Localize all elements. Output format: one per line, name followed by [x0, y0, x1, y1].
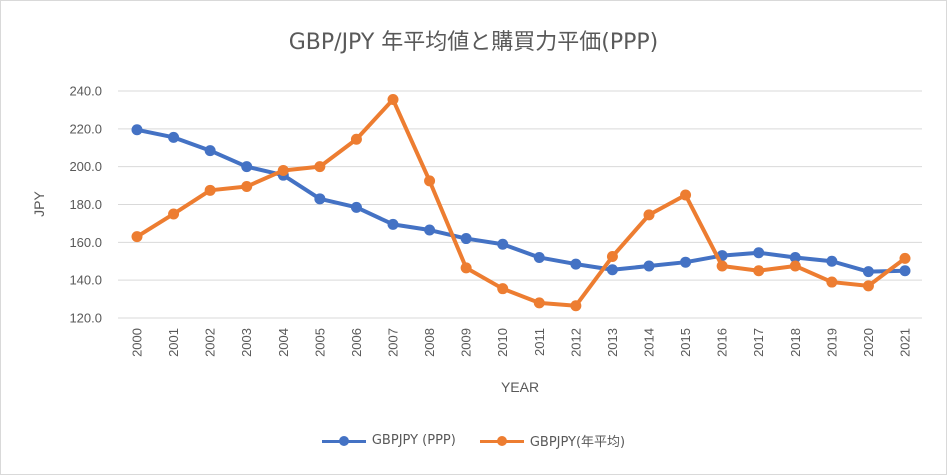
data-point[interactable]	[570, 300, 582, 312]
y-axis-label: JPY	[31, 191, 47, 217]
y-tick-label: 240.0	[69, 84, 102, 99]
series-annual	[131, 94, 911, 312]
data-point[interactable]	[497, 283, 509, 295]
x-tick-label: 2014	[642, 328, 657, 357]
x-tick-label: 2020	[861, 328, 876, 357]
x-tick-label: 2021	[898, 328, 913, 357]
legend-swatch-ppp	[321, 435, 366, 447]
data-point[interactable]	[899, 265, 911, 277]
data-point[interactable]	[606, 251, 618, 263]
x-tick-label: 2013	[605, 328, 620, 357]
x-tick-label: 2016	[715, 328, 730, 357]
data-point[interactable]	[387, 218, 399, 230]
x-tick-label: 2017	[751, 328, 766, 357]
data-point[interactable]	[387, 94, 399, 106]
data-point[interactable]	[241, 181, 253, 193]
x-tick-label: 2010	[495, 328, 510, 357]
data-point[interactable]	[680, 189, 692, 201]
x-tick-label: 2004	[276, 328, 291, 357]
y-tick-label: 120.0	[69, 311, 102, 326]
data-point[interactable]	[460, 233, 472, 245]
data-point[interactable]	[241, 161, 253, 173]
x-tick-label: 2001	[166, 328, 181, 357]
x-tick-label: 2008	[422, 328, 437, 357]
data-point[interactable]	[314, 193, 326, 205]
data-point[interactable]	[862, 280, 874, 292]
x-tick-label: 2012	[568, 328, 583, 357]
data-point[interactable]	[643, 209, 655, 221]
x-tick-label: 2018	[788, 328, 803, 357]
x-tick-label: 2005	[312, 328, 327, 357]
data-point[interactable]	[314, 161, 326, 173]
data-point[interactable]	[168, 131, 180, 143]
y-tick-label: 200.0	[69, 159, 102, 174]
y-tick-label: 220.0	[69, 121, 102, 136]
x-tick-label: 2002	[203, 328, 218, 357]
x-tick-label: 2019	[824, 328, 839, 357]
y-tick-label: 180.0	[69, 197, 102, 212]
y-tick-label: 140.0	[69, 273, 102, 288]
data-point[interactable]	[424, 224, 436, 236]
data-point[interactable]	[497, 238, 509, 250]
data-point[interactable]	[460, 262, 472, 274]
series-line	[135, 97, 907, 308]
series-group	[131, 94, 911, 312]
data-point[interactable]	[899, 252, 911, 264]
data-point[interactable]	[606, 264, 618, 276]
data-point[interactable]	[680, 256, 692, 268]
legend-label-ppp: GBPJPY (PPP)	[371, 433, 456, 448]
data-point[interactable]	[753, 265, 765, 277]
data-point[interactable]	[131, 231, 143, 243]
x-tick-labels: 2000 2001 2002 2003 2004 2005 2006 2007 2008 2009…	[130, 328, 913, 357]
x-axis-label: YEAR	[501, 379, 539, 395]
x-tick-label: 2007	[386, 328, 401, 357]
chart-title: GBP/JPY 年平均値と購買力平価(PPP)	[288, 30, 659, 55]
grid-lines	[118, 90, 922, 319]
data-point[interactable]	[643, 260, 655, 272]
x-tick-label: 2006	[349, 328, 364, 357]
legend-label-annual: GBPJPY(年平均)	[529, 435, 626, 450]
x-tick-label: 2011	[532, 328, 547, 356]
data-point[interactable]	[350, 201, 362, 213]
series-line	[135, 127, 907, 274]
y-tick-label: 160.0	[69, 235, 102, 250]
x-tick-label: 2015	[678, 328, 693, 357]
legend-item-annual[interactable]: GBPJPY(年平均)	[479, 431, 626, 450]
x-tick-label: 2000	[130, 328, 145, 357]
data-point[interactable]	[277, 164, 289, 176]
data-point[interactable]	[204, 145, 216, 157]
data-point[interactable]	[716, 260, 728, 272]
data-point[interactable]	[131, 124, 143, 136]
legend: GBPJPY (PPP) GBPJPY(年平均)	[0, 431, 947, 450]
data-point[interactable]	[753, 247, 765, 259]
x-tick-label: 2003	[239, 328, 254, 357]
data-point[interactable]	[350, 133, 362, 145]
data-point[interactable]	[204, 184, 216, 196]
x-tick-label: 2009	[459, 328, 474, 357]
series-ppp	[131, 124, 911, 278]
data-point[interactable]	[168, 208, 180, 220]
legend-item-ppp[interactable]: GBPJPY (PPP)	[321, 431, 456, 450]
y-tick-labels: 120.0 140.0 160.0 180.0 200.0 220.0 240.0	[69, 84, 102, 326]
data-point[interactable]	[826, 255, 838, 267]
data-point[interactable]	[533, 297, 545, 309]
data-point[interactable]	[789, 251, 801, 263]
data-point[interactable]	[789, 260, 801, 272]
legend-swatch-annual	[479, 435, 524, 447]
data-point[interactable]	[533, 251, 545, 263]
data-point[interactable]	[570, 258, 582, 270]
data-point[interactable]	[826, 276, 838, 288]
data-point[interactable]	[424, 175, 436, 187]
data-point[interactable]	[862, 266, 874, 278]
